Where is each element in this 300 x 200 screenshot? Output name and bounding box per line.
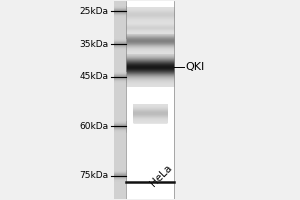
Text: 35kDa: 35kDa <box>79 40 108 49</box>
Text: 45kDa: 45kDa <box>80 72 108 81</box>
Text: 25kDa: 25kDa <box>80 7 108 16</box>
Text: QKI: QKI <box>186 62 205 72</box>
Text: HeLa: HeLa <box>148 163 174 189</box>
Bar <box>114 1 126 199</box>
Text: 75kDa: 75kDa <box>79 171 108 180</box>
Bar <box>126 1 174 199</box>
Text: 60kDa: 60kDa <box>79 122 108 131</box>
